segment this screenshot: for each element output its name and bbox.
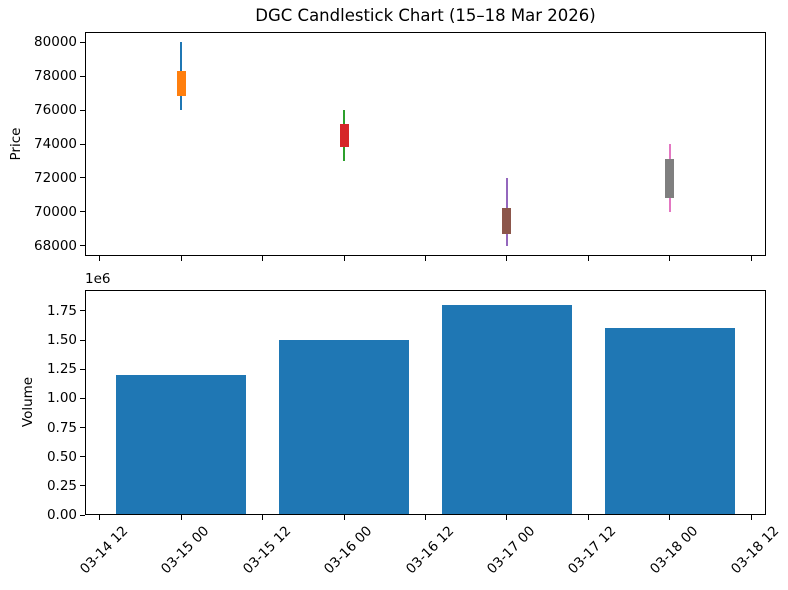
- price-xtick-mark: [262, 256, 264, 261]
- volume-xtick-mark: [343, 515, 345, 520]
- volume-bar: [115, 375, 247, 514]
- price-panel: [85, 32, 766, 256]
- price-xtick-mark: [750, 256, 752, 261]
- volume-xtick-mark: [99, 515, 101, 520]
- xtick-label: 03-14 12: [76, 523, 131, 578]
- price-xtick-mark: [180, 256, 182, 261]
- volume-bar: [604, 328, 736, 514]
- price-ytick-mark: [80, 75, 85, 77]
- price-ytick-label: 80000: [34, 34, 77, 51]
- volume-ytick-label: 0.75: [46, 419, 77, 436]
- volume-xtick-mark: [669, 515, 671, 520]
- price-ytick-mark: [80, 245, 85, 247]
- price-xtick-mark: [99, 256, 101, 261]
- candle-body: [176, 71, 186, 97]
- volume-ytick-label: 0.50: [46, 448, 77, 465]
- chart-title: DGC Candlestick Chart (15–18 Mar 2026): [255, 6, 596, 25]
- volume-xtick-mark: [180, 515, 182, 520]
- volume-ytick-mark: [80, 485, 85, 487]
- candle-body: [502, 208, 512, 234]
- price-ytick-label: 78000: [34, 68, 77, 85]
- price-ytick-mark: [80, 177, 85, 179]
- volume-bar: [278, 340, 410, 514]
- volume-ytick-mark: [80, 427, 85, 429]
- price-ytick-mark: [80, 41, 85, 43]
- price-ytick-label: 76000: [34, 102, 77, 119]
- volume-bar: [441, 305, 573, 514]
- price-xtick-mark: [506, 256, 508, 261]
- volume-ytick-label: 1.50: [46, 332, 77, 349]
- price-ytick-mark: [80, 109, 85, 111]
- volume-scale-offset-label: 1e6: [85, 271, 111, 287]
- volume-ytick-mark: [80, 456, 85, 458]
- price-ytick-mark: [80, 211, 85, 213]
- price-xtick-mark: [587, 256, 589, 261]
- price-ytick-label: 72000: [34, 169, 77, 186]
- volume-ytick-label: 0.25: [46, 477, 77, 494]
- price-ytick-label: 68000: [34, 237, 77, 254]
- price-ytick-label: 74000: [34, 136, 77, 152]
- volume-ytick-mark: [80, 514, 85, 516]
- candle-body: [339, 123, 349, 148]
- volume-xtick-mark: [506, 515, 508, 520]
- volume-ytick-label: 0.00: [46, 507, 77, 523]
- volume-xtick-mark: [425, 515, 426, 520]
- volume-xtick-mark: [262, 515, 264, 520]
- volume-ytick-label: 1.75: [46, 302, 77, 319]
- volume-ytick-mark: [80, 397, 85, 399]
- price-xtick-mark: [425, 256, 426, 261]
- volume-ytick-mark: [80, 339, 85, 341]
- price-xtick-mark: [343, 256, 345, 261]
- volume-ytick-mark: [80, 368, 85, 370]
- price-ytick-label: 70000: [34, 203, 77, 220]
- price-ytick-mark: [80, 143, 85, 145]
- volume-ytick-label: 1.00: [46, 390, 77, 407]
- volume-xtick-mark: [750, 515, 752, 520]
- volume-ytick-mark: [80, 310, 85, 312]
- volume-xtick-mark: [587, 515, 589, 520]
- volume-ytick-label: 1.25: [46, 361, 77, 378]
- candle-body: [665, 159, 675, 199]
- price-xtick-mark: [669, 256, 671, 261]
